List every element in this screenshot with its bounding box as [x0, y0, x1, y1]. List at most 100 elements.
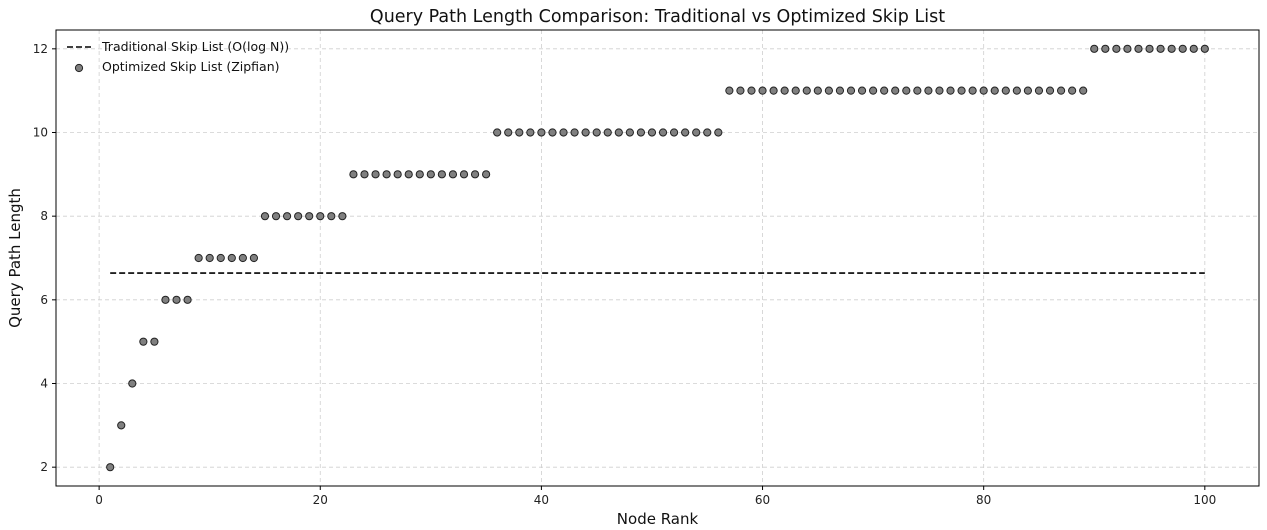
scatter-point: [913, 86, 922, 95]
scatter-point: [349, 170, 358, 179]
scatter-point: [592, 128, 601, 137]
scatter-point: [183, 295, 192, 304]
y-tick-label: 8: [40, 209, 48, 223]
y-tick-label: 10: [33, 125, 48, 139]
scatter-point: [393, 170, 402, 179]
scatter-point: [1001, 86, 1010, 95]
plot-area: [106, 44, 1209, 472]
scatter-point: [1178, 44, 1187, 53]
scatter-point: [161, 295, 170, 304]
scatter-point: [1123, 44, 1132, 53]
scatter-point: [681, 128, 690, 137]
scatter-point: [880, 86, 889, 95]
x-tick-label: 0: [95, 493, 103, 507]
legend-label-traditional: Traditional Skip List (O(log N)): [101, 39, 289, 54]
scatter-point: [504, 128, 513, 137]
scatter-point: [802, 86, 811, 95]
scatter-point: [1156, 44, 1165, 53]
scatter-point: [172, 295, 181, 304]
x-tick-label: 80: [976, 493, 991, 507]
axis-ticks: 0 20 40 60 80 100 2 4 6 8 10 12: [33, 42, 1217, 507]
scatter-point: [869, 86, 878, 95]
scatter-point: [990, 86, 999, 95]
scatter-point: [493, 128, 502, 137]
scatter-point: [769, 86, 778, 95]
scatter-point: [1090, 44, 1099, 53]
scatter-point: [692, 128, 701, 137]
y-tick-label: 6: [40, 293, 48, 307]
scatter-point: [1068, 86, 1077, 95]
scatter-point: [227, 253, 236, 263]
scatter-point: [603, 128, 612, 137]
grid: [56, 30, 1259, 486]
scatter-point: [294, 212, 303, 221]
scatter-point: [382, 170, 391, 179]
scatter-point: [935, 86, 944, 95]
scatter-point: [150, 337, 159, 346]
scatter-point: [791, 86, 800, 95]
legend-marker-swatch: [74, 63, 84, 73]
scatter-point: [846, 86, 856, 95]
scatter-point: [548, 128, 557, 137]
scatter-point: [725, 86, 734, 95]
scatter-point: [625, 128, 634, 137]
y-tick-label: 2: [40, 460, 48, 474]
scatter-point: [282, 212, 292, 221]
scatter-point: [1045, 86, 1055, 95]
y-axis-label: Query Path Length: [6, 188, 24, 328]
y-tick-label: 4: [40, 377, 48, 391]
scatter-point: [957, 86, 966, 95]
scatter-point: [968, 86, 977, 95]
scatter-point: [437, 170, 446, 179]
scatter-point: [194, 253, 203, 263]
scatter-point: [470, 170, 480, 179]
scatter-point: [216, 253, 225, 263]
scatter-point: [857, 86, 867, 95]
scatter-point: [1134, 44, 1143, 53]
x-tick-label: 100: [1193, 493, 1216, 507]
x-tick-label: 60: [755, 493, 770, 507]
chart-title: Query Path Length Comparison: Traditiona…: [370, 7, 945, 27]
scatter-point: [570, 128, 579, 137]
scatter-point: [636, 128, 646, 137]
scatter-point: [482, 170, 491, 179]
legend: Traditional Skip List (O(log N)) Optimize…: [67, 39, 289, 74]
scatter-point: [1112, 44, 1121, 53]
scatter-point: [327, 212, 336, 221]
scatter-point: [139, 337, 148, 346]
scatter-point: [703, 128, 712, 137]
scatter-point: [360, 170, 369, 179]
scatter-point: [1056, 86, 1066, 95]
scatter-point: [515, 128, 524, 137]
scatter-point: [1101, 44, 1110, 53]
scatter-point: [736, 86, 745, 95]
scatter-point: [316, 212, 325, 221]
scatter-point: [106, 463, 115, 472]
scatter-point: [1200, 44, 1209, 53]
scatter-point: [1189, 44, 1198, 53]
scatter-point: [647, 128, 657, 137]
scatter-point: [128, 379, 137, 388]
scatter-point: [1145, 44, 1154, 53]
scatter-point: [891, 86, 900, 95]
scatter-point: [658, 128, 668, 137]
scatter-point: [338, 212, 347, 221]
scatter-point: [205, 253, 214, 263]
scatter-point: [758, 86, 767, 95]
scatter-point: [448, 170, 458, 179]
scatter-point: [1023, 86, 1033, 95]
plot-frame: [55, 29, 1260, 487]
scatter-point: [415, 170, 424, 179]
scatter-point: [559, 128, 568, 137]
scatter-point: [404, 170, 413, 179]
legend-label-optimized: Optimized Skip List (Zipfian): [102, 59, 280, 74]
scatter-point: [426, 170, 435, 179]
x-tick-label: 20: [313, 493, 328, 507]
scatter-point: [526, 128, 535, 137]
x-tick-label: 40: [534, 493, 549, 507]
scatter-point: [238, 253, 247, 263]
x-axis-label: Node Rank: [617, 510, 699, 528]
scatter-point: [459, 170, 469, 179]
